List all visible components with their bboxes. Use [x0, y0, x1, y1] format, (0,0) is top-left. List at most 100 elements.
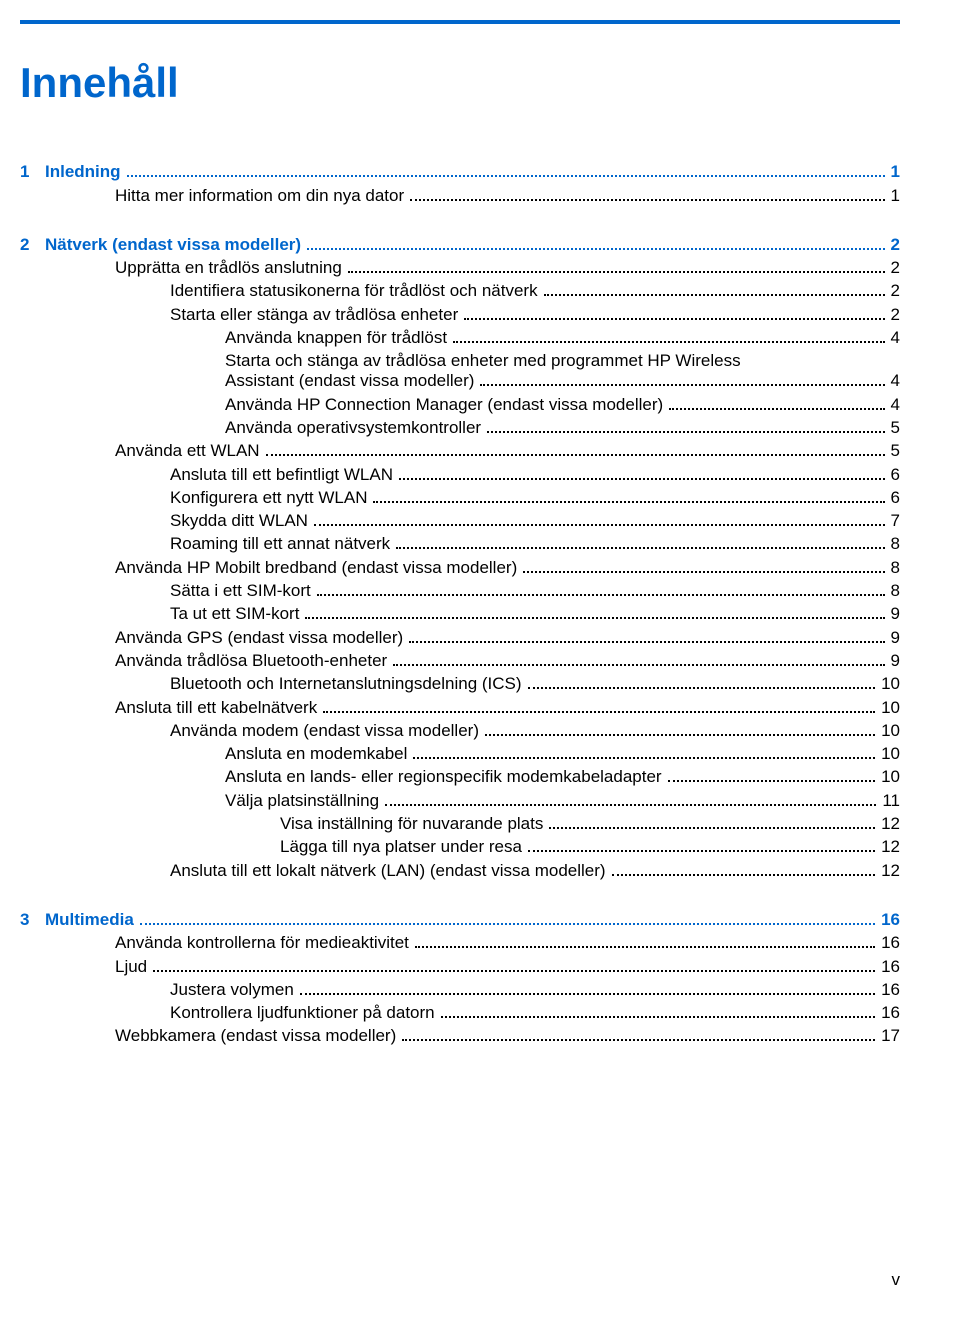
toc-entry-label: Lägga till nya platser under resa: [280, 837, 522, 857]
toc-entry-label: Sätta i ett SIM-kort: [170, 581, 311, 601]
toc-entry-row[interactable]: Ansluta till ett kabelnätverk 10: [20, 697, 900, 717]
toc-entry-page: 4: [891, 371, 900, 391]
toc-entry-page: 10: [881, 698, 900, 718]
toc-leader: [409, 627, 884, 642]
toc-chapter-page: 16: [881, 910, 900, 930]
toc-entry-row[interactable]: Ta ut ett SIM-kort 9: [20, 604, 900, 624]
toc-chapter-label: Inledning: [45, 162, 121, 182]
toc-entry-page: 6: [891, 488, 900, 508]
toc-entry-label: Använda trådlösa Bluetooth-enheter: [115, 651, 387, 671]
toc-leader: [399, 464, 885, 479]
toc-entry-row[interactable]: Använda trådlösa Bluetooth-enheter 9: [20, 651, 900, 671]
toc-leader: [317, 581, 885, 596]
toc-entry-page: 4: [891, 328, 900, 348]
toc-entry-row[interactable]: Använda HP Mobilt bredband (endast vissa…: [20, 557, 900, 577]
toc-entry-label: Använda knappen för trådlöst: [225, 328, 447, 348]
toc-entry-label: Ansluta till ett kabelnätverk: [115, 698, 317, 718]
toc-leader: [669, 394, 884, 409]
toc-entry-label-line1: Starta och stänga av trådlösa enheter me…: [225, 351, 900, 371]
toc-leader: [393, 651, 884, 666]
toc-leader: [487, 418, 884, 433]
toc-gap: [20, 884, 900, 910]
toc-entry-row[interactable]: Roaming till ett annat nätverk8: [20, 534, 900, 554]
toc-leader: [549, 814, 875, 829]
toc-entry-row[interactable]: Använda ett WLAN5: [20, 441, 900, 461]
toc-entry-page: 9: [891, 651, 900, 671]
toc-entry-row[interactable]: Bluetooth och Internetanslutningsdelning…: [20, 674, 900, 694]
toc-entry-row[interactable]: Visa inställning för nuvarande plats 12: [20, 814, 900, 834]
toc-chapter-row[interactable]: 3Multimedia16: [20, 910, 900, 930]
toc-entry-page: 16: [881, 957, 900, 977]
toc-leader: [441, 1003, 875, 1018]
page-number: v: [892, 1270, 901, 1290]
toc-entry-label: Välja platsinställning: [225, 791, 379, 811]
toc-entry-row[interactable]: Sätta i ett SIM-kort 8: [20, 581, 900, 601]
toc-chapter-row[interactable]: 1Inledning1: [20, 162, 900, 182]
toc-entry-label: Ljud: [115, 957, 147, 977]
toc-entry-row[interactable]: Skydda ditt WLAN7: [20, 511, 900, 531]
toc-entry-page: 2: [891, 305, 900, 325]
toc-entry-row[interactable]: Ansluta en modemkabel10: [20, 744, 900, 764]
toc-entry-label: Kontrollera ljudfunktioner på datorn: [170, 1003, 435, 1023]
toc-entry-row[interactable]: Identifiera statusikonerna för trådlöst …: [20, 281, 900, 301]
toc-entry-row[interactable]: Starta eller stänga av trådlösa enheter2: [20, 304, 900, 324]
top-rule: [20, 20, 900, 24]
toc-entry-page: 10: [881, 767, 900, 787]
toc-entry-row[interactable]: Upprätta en trådlös anslutning2: [20, 258, 900, 278]
toc-entry-label: Webbkamera (endast vissa modeller): [115, 1026, 396, 1046]
toc-entry-page: 5: [891, 418, 900, 438]
toc-entry-row[interactable]: Använda HP Connection Manager (endast vi…: [20, 394, 900, 414]
toc-entry-page: 12: [881, 814, 900, 834]
toc-leader: [544, 281, 885, 296]
toc-leader: [348, 258, 885, 273]
toc-leader: [480, 371, 884, 386]
toc-entry-row[interactable]: Använda GPS (endast vissa modeller)9: [20, 627, 900, 647]
toc-entry-label: Visa inställning för nuvarande plats: [280, 814, 543, 834]
toc-entry-row[interactable]: Använda knappen för trådlöst 4: [20, 328, 900, 348]
toc-leader: [612, 860, 876, 875]
toc-entry-row[interactable]: Ansluta till ett befintligt WLAN6: [20, 464, 900, 484]
toc-entry-row[interactable]: Justera volymen16: [20, 980, 900, 1000]
toc-entry-page: 8: [891, 581, 900, 601]
toc-chapter-number: 1: [20, 162, 45, 182]
toc-leader: [523, 557, 884, 572]
toc-leader: [485, 721, 875, 736]
toc-entry-page: 16: [881, 980, 900, 1000]
toc-chapter-number: 2: [20, 235, 45, 255]
toc-chapter-page: 1: [891, 162, 900, 182]
toc-entry-label: Ansluta en modemkabel: [225, 744, 407, 764]
toc-entry-page: 2: [891, 281, 900, 301]
toc-leader: [528, 674, 876, 689]
toc-entry-label: Ansluta till ett befintligt WLAN: [170, 465, 393, 485]
toc-entry-row[interactable]: Hitta mer information om din nya dator1: [20, 185, 900, 205]
toc-entry-row[interactable]: Starta och stänga av trådlösa enheter me…: [20, 351, 900, 391]
toc-entry-row[interactable]: Använda operativsystemkontroller5: [20, 418, 900, 438]
toc-entry-row[interactable]: Webbkamera (endast vissa modeller)17: [20, 1026, 900, 1046]
toc-chapter-page: 2: [891, 235, 900, 255]
toc-container: 1Inledning1Hitta mer information om din …: [20, 162, 900, 1046]
toc-entry-row[interactable]: Ansluta en lands- eller regionspecifik m…: [20, 767, 900, 787]
toc-leader: [323, 697, 875, 712]
toc-leader: [528, 837, 875, 852]
toc-entry-row[interactable]: Ansluta till ett lokalt nätverk (LAN) (e…: [20, 860, 900, 880]
toc-entry-row[interactable]: Kontrollera ljudfunktioner på datorn16: [20, 1003, 900, 1023]
toc-entry-row[interactable]: Lägga till nya platser under resa12: [20, 837, 900, 857]
toc-entry-page: 9: [891, 604, 900, 624]
toc-entry-label: Bluetooth och Internetanslutningsdelning…: [170, 674, 522, 694]
toc-entry-label: Använda modem (endast vissa modeller): [170, 721, 479, 741]
toc-leader: [300, 980, 875, 995]
toc-entry-label: Upprätta en trådlös anslutning: [115, 258, 342, 278]
toc-entry-row[interactable]: Välja platsinställning11: [20, 790, 900, 810]
toc-entry-row[interactable]: Ljud 16: [20, 956, 900, 976]
toc-entry-label: Ta ut ett SIM-kort: [170, 604, 299, 624]
toc-leader: [464, 304, 884, 319]
toc-leader: [307, 235, 884, 250]
toc-entry-row[interactable]: Konfigurera ett nytt WLAN6: [20, 488, 900, 508]
toc-entry-row[interactable]: Använda kontrollerna för medieaktivitet1…: [20, 933, 900, 953]
toc-chapter-row[interactable]: 2Nätverk (endast vissa modeller)2: [20, 235, 900, 255]
page-title: Innehåll: [20, 59, 900, 107]
toc-entry-page: 5: [891, 441, 900, 461]
toc-chapter-label: Multimedia: [45, 910, 134, 930]
toc-entry-wrapbox: Starta och stänga av trådlösa enheter me…: [225, 351, 900, 391]
toc-entry-row[interactable]: Använda modem (endast vissa modeller)10: [20, 721, 900, 741]
